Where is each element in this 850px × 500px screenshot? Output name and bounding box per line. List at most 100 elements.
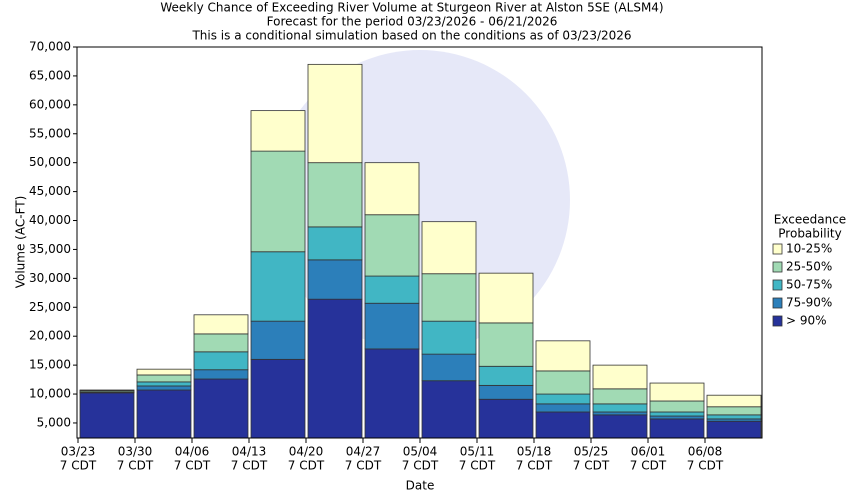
x-tick-label: 04/20: [289, 445, 324, 459]
bar-segment: [478, 398, 534, 439]
bar-segment: [193, 314, 249, 335]
legend-swatch: [772, 261, 783, 273]
y-tick-label: 35,000: [29, 242, 71, 256]
bar-segment: [250, 251, 306, 322]
y-tick-label: 15,000: [29, 358, 71, 372]
y-axis-label: Volume (AC-FT): [14, 196, 28, 289]
bar-segment: [421, 320, 477, 355]
y-tick-label: 5,000: [37, 415, 71, 429]
y-tick-label: 50,000: [29, 155, 71, 169]
y-tick-label: 30,000: [29, 271, 71, 285]
x-tick-sublabel: 7 CDT: [60, 459, 97, 473]
x-axis-label: Date: [406, 479, 435, 493]
bar-segment: [307, 63, 363, 164]
bar-segment: [136, 389, 192, 439]
bar-segment: [364, 302, 420, 350]
x-tick-label: 05/04: [403, 445, 438, 459]
legend-swatch: [772, 297, 783, 309]
x-tick-sublabel: 7 CDT: [117, 459, 154, 473]
x-tick-label: 05/25: [574, 445, 609, 459]
bar-segment: [535, 340, 591, 372]
x-tick-label: 03/23: [61, 445, 96, 459]
bar-segment: [706, 414, 762, 420]
chart-title: This is a conditional simulation based o…: [191, 29, 631, 43]
plot-frame: [76, 46, 763, 439]
legend-label: 50-75%: [786, 278, 832, 292]
bar-segment: [193, 378, 249, 439]
x-tick-sublabel: 7 CDT: [345, 459, 382, 473]
bar-segment: [592, 411, 648, 416]
bar-segment: [592, 414, 648, 439]
x-tick-sublabel: 7 CDT: [516, 459, 553, 473]
bar-segment: [649, 411, 705, 417]
bar-segment: [79, 389, 135, 391]
bar-segment: [250, 110, 306, 152]
bar-segment: [592, 364, 648, 390]
bar-segment: [250, 150, 306, 253]
x-tick-sublabel: 7 CDT: [174, 459, 211, 473]
bar-segment: [307, 298, 363, 439]
bar-segment: [364, 214, 420, 277]
y-tick-label: 65,000: [29, 68, 71, 82]
x-tick-sublabel: 7 CDT: [573, 459, 610, 473]
bar-segment: [706, 394, 762, 408]
x-tick-label: 04/13: [232, 445, 267, 459]
chart-title: Forecast for the period 03/23/2026 - 06/…: [267, 15, 558, 29]
bar-segment: [706, 406, 762, 416]
bar-segment: [136, 368, 192, 376]
y-tick-label: 20,000: [29, 329, 71, 343]
bar-segment: [478, 365, 534, 386]
bar-segment: [136, 385, 192, 391]
bar-segment: [421, 221, 477, 275]
legend-label: > 90%: [786, 314, 827, 328]
bar-segment: [421, 380, 477, 439]
bar-segment: [478, 384, 534, 400]
bar-segment: [478, 272, 534, 324]
bar-segment: [592, 403, 648, 413]
x-tick-sublabel: 7 CDT: [630, 459, 667, 473]
bar-segment: [535, 393, 591, 405]
y-tick-label: 25,000: [29, 300, 71, 314]
bar-segment: [250, 320, 306, 360]
bar-segment: [535, 370, 591, 395]
bar-segment: [193, 333, 249, 353]
legend-label: 10-25%: [786, 242, 832, 256]
x-tick-label: 06/01: [631, 445, 666, 459]
chart-title: Weekly Chance of Exceeding River Volume …: [160, 1, 663, 15]
x-tick-sublabel: 7 CDT: [459, 459, 496, 473]
bar-segment: [535, 411, 591, 439]
bar-segment: [535, 403, 591, 413]
bar-segment: [307, 162, 363, 228]
legend-label: 25-50%: [786, 260, 832, 274]
legend-swatch: [772, 315, 783, 327]
bar-segment: [478, 322, 534, 367]
x-tick-sublabel: 7 CDT: [402, 459, 439, 473]
x-tick-sublabel: 7 CDT: [687, 459, 724, 473]
legend-swatch: [772, 279, 783, 291]
bar-segment: [649, 400, 705, 413]
legend-title: Probability: [778, 227, 841, 241]
bar-segment: [421, 353, 477, 382]
bar-segment: [649, 415, 705, 420]
x-tick-sublabel: 7 CDT: [288, 459, 325, 473]
y-tick-label: 45,000: [29, 184, 71, 198]
bar-segment: [706, 420, 762, 439]
y-tick-label: 10,000: [29, 387, 71, 401]
y-tick-label: 60,000: [29, 97, 71, 111]
x-tick-label: 06/08: [688, 445, 723, 459]
bar-segment: [649, 382, 705, 402]
bar-segment: [364, 275, 420, 304]
legend-label: 75-90%: [786, 296, 832, 310]
x-tick-label: 05/18: [517, 445, 552, 459]
x-tick-label: 04/27: [346, 445, 381, 459]
bar-segment: [79, 392, 135, 439]
x-tick-sublabel: 7 CDT: [231, 459, 268, 473]
x-tick-label: 04/06: [175, 445, 210, 459]
y-tick-label: 70,000: [29, 40, 71, 54]
bar-segment: [136, 374, 192, 383]
y-tick-label: 55,000: [29, 126, 71, 140]
bar-segment: [193, 369, 249, 380]
legend-swatch: [772, 243, 783, 255]
x-tick-label: 05/11: [460, 445, 495, 459]
